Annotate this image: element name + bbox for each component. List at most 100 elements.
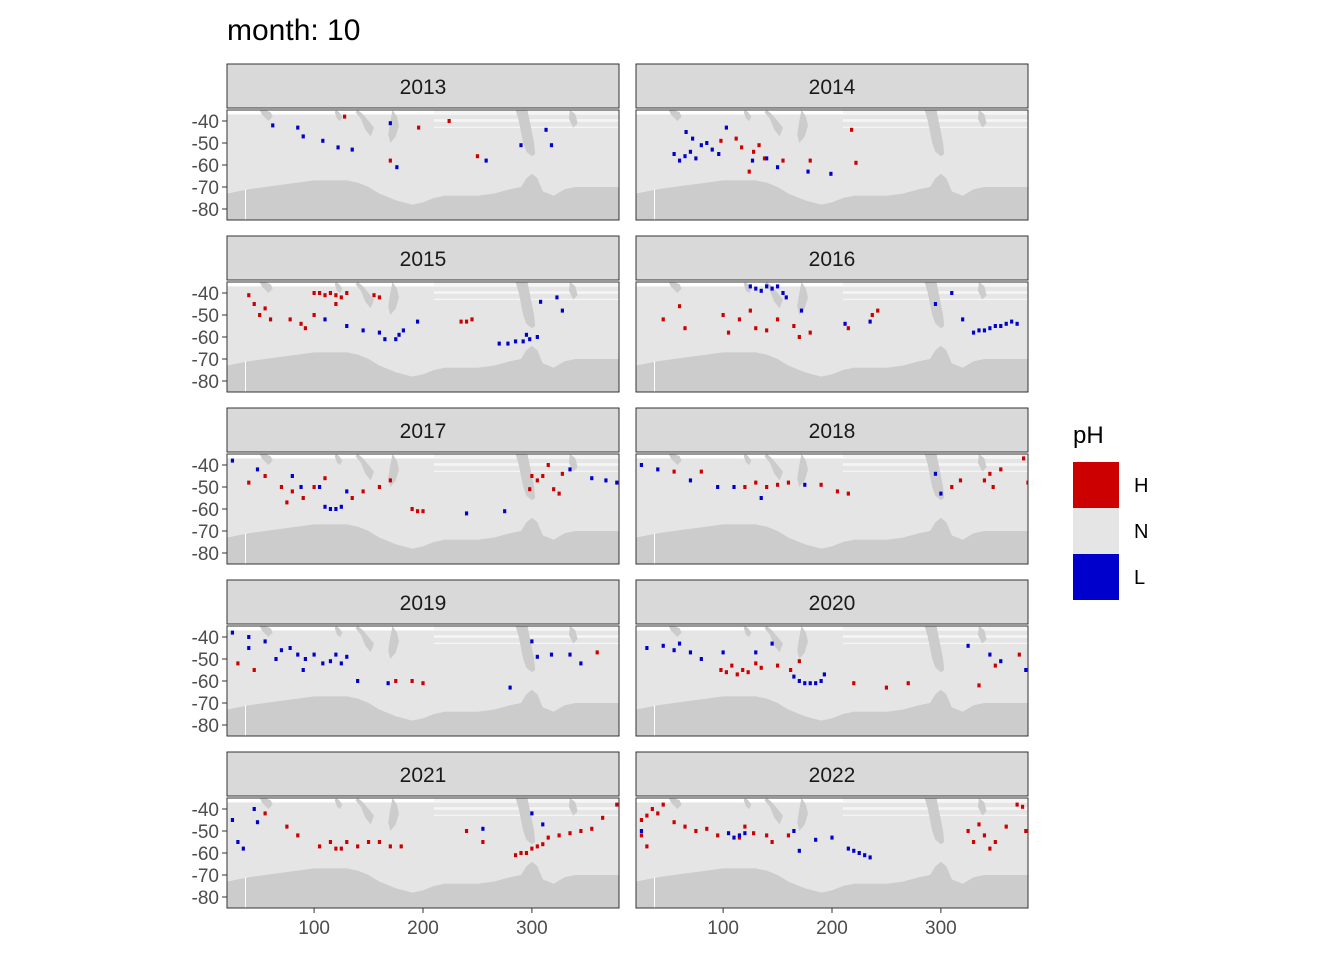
cell-high	[247, 480, 251, 485]
cell-high	[560, 471, 564, 476]
facet-strip-2021	[226, 751, 620, 797]
cell-low	[688, 149, 693, 154]
cell-low	[323, 504, 327, 509]
cell-high	[410, 679, 414, 683]
y-tick-label: -80	[192, 372, 219, 393]
cell-high	[1020, 804, 1025, 809]
cell-low	[792, 829, 796, 833]
land-mass	[355, 626, 374, 653]
cell-high	[334, 846, 338, 851]
cell-high	[683, 824, 687, 829]
cell-high	[421, 509, 425, 514]
facet-strip-2015	[226, 235, 620, 281]
cell-high	[775, 317, 780, 322]
land-mass	[568, 282, 578, 300]
land-mass	[977, 282, 987, 300]
cell-high	[546, 463, 550, 467]
land-mass	[568, 626, 578, 644]
cell-high	[741, 668, 745, 672]
cell-high	[765, 833, 769, 838]
cell-high	[765, 328, 769, 333]
cell-high	[762, 156, 767, 161]
cell-low	[799, 308, 804, 313]
land-mass	[334, 282, 343, 293]
panel-body	[636, 110, 1028, 220]
y-tick-label: -70	[192, 350, 219, 371]
cell-high	[854, 160, 858, 165]
cell-high	[415, 509, 420, 514]
land-mass	[388, 626, 399, 659]
cell-low	[535, 654, 539, 659]
cell-high	[236, 661, 240, 666]
panel-border	[635, 109, 1029, 221]
cell-low	[568, 652, 572, 657]
land-mass	[515, 626, 536, 673]
cell-low	[555, 295, 559, 300]
cell-high	[991, 485, 995, 489]
cell-low	[312, 652, 316, 657]
cell-high	[746, 670, 750, 675]
cell-high	[775, 482, 780, 487]
cell-high	[1024, 829, 1028, 833]
land-mass	[797, 798, 808, 831]
cell-low	[323, 317, 327, 322]
cell-high	[552, 487, 556, 492]
cell-high	[459, 319, 463, 324]
cell-high	[982, 478, 987, 483]
cell-high	[846, 491, 850, 496]
cell-low	[255, 467, 260, 472]
cell-high	[317, 291, 322, 295]
facet-strip-2014	[635, 63, 1029, 109]
cell-high	[683, 326, 687, 331]
cell-low	[699, 143, 703, 148]
cell-low	[988, 652, 992, 657]
antarctica-land	[227, 517, 619, 564]
y-tick-label: -60	[192, 156, 219, 177]
land-mass	[388, 110, 399, 143]
land-mass	[797, 282, 808, 315]
cell-low	[383, 337, 387, 342]
cell-low	[397, 332, 401, 337]
cell-high	[977, 683, 981, 688]
cell-high	[252, 668, 256, 672]
facet-strip-label: 2014	[809, 76, 856, 99]
land-mass	[259, 282, 273, 293]
cell-low	[263, 639, 267, 644]
cell-high	[590, 826, 594, 831]
x-tick-label: 100	[298, 918, 330, 939]
cell-low	[279, 648, 284, 653]
facet-panel-2021: 2021 -40-50-60-70-80 100 200 300	[192, 751, 620, 939]
cell-low	[544, 127, 548, 132]
cell-high	[366, 840, 371, 844]
cell-low	[716, 485, 720, 489]
cell-high	[672, 820, 676, 825]
legend-key-H	[1073, 462, 1119, 508]
land-mass	[743, 626, 752, 637]
antarctica-land	[636, 861, 1028, 908]
cell-low	[737, 833, 742, 838]
cell-high	[541, 842, 545, 847]
cell-high	[719, 138, 723, 143]
cell-low	[710, 147, 714, 152]
cell-low	[797, 679, 801, 683]
cell-high	[747, 169, 751, 174]
cell-low	[846, 846, 850, 851]
cell-low	[694, 156, 698, 161]
cell-high	[650, 807, 654, 811]
cell-low	[236, 840, 240, 844]
cell-low	[754, 650, 758, 655]
land-mass	[668, 454, 682, 465]
cell-low	[361, 328, 365, 333]
cell-low	[822, 672, 826, 677]
cell-low	[683, 154, 687, 159]
cell-low	[677, 641, 682, 646]
cell-low	[843, 321, 847, 326]
cell-high	[797, 335, 801, 339]
cell-low	[503, 509, 507, 514]
legend-label-L: L	[1134, 567, 1145, 589]
cell-high	[735, 672, 739, 677]
cell-high	[317, 844, 322, 849]
cell-low	[748, 284, 752, 289]
cell-low	[288, 646, 292, 650]
y-tick-label: -50	[192, 478, 219, 499]
